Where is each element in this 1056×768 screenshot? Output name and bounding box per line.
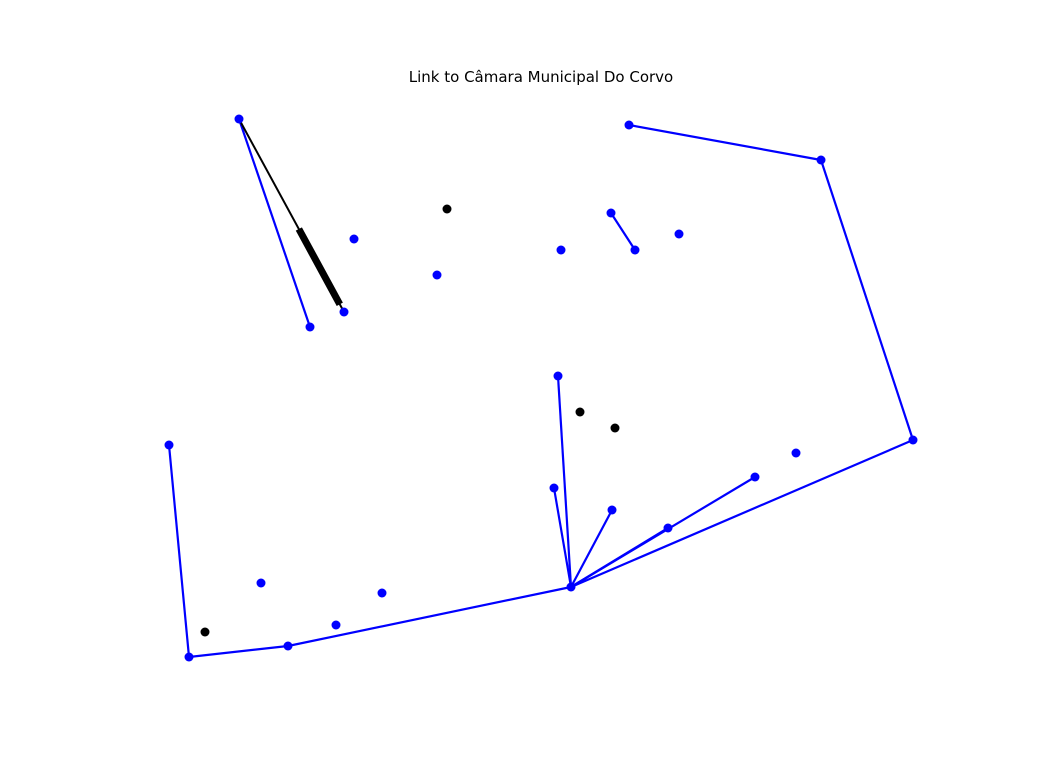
node-n2 — [305, 322, 315, 332]
node-n1 — [234, 114, 244, 124]
node-n8 — [606, 208, 616, 218]
node-n10 — [674, 229, 684, 239]
node-n20 — [553, 371, 563, 381]
node-n16 — [663, 523, 673, 533]
edge-n1-n2 — [237, 118, 312, 328]
node-n4 — [349, 234, 359, 244]
edge-n22-n25 — [287, 585, 572, 648]
node-n23 — [377, 588, 387, 598]
node-n17 — [607, 505, 617, 515]
highlight-link-arrow — [295, 227, 343, 306]
node-n29 — [164, 440, 174, 450]
edge-n20-n22 — [556, 375, 573, 588]
node-n18 — [610, 423, 620, 433]
node-n28 — [184, 652, 194, 662]
edge-n16-n22 — [570, 527, 669, 588]
node-n26 — [256, 578, 266, 588]
node-n5 — [442, 204, 452, 214]
edge-n25-n28 — [188, 644, 289, 659]
node-n25 — [283, 641, 293, 651]
node-n13 — [908, 435, 918, 445]
edge-n17-n22 — [570, 509, 613, 588]
node-n7 — [556, 245, 566, 255]
edge-n8-n9 — [610, 212, 636, 251]
node-n14 — [791, 448, 801, 458]
nodes-layer — [164, 114, 918, 662]
edge-n13-n22 — [570, 438, 914, 589]
node-n6 — [432, 270, 442, 280]
edge-n28-n29 — [167, 444, 191, 658]
node-n3 — [339, 307, 349, 317]
node-n19 — [575, 407, 585, 417]
node-n24 — [331, 620, 341, 630]
chart-title: Link to Câmara Municipal Do Corvo — [408, 68, 674, 86]
node-n21 — [549, 483, 559, 493]
node-n27 — [200, 627, 210, 637]
node-n22 — [566, 582, 576, 592]
edge-n12-n13 — [819, 159, 915, 441]
node-n11 — [624, 120, 634, 130]
node-n12 — [816, 155, 826, 165]
node-n15 — [750, 472, 760, 482]
highlight-layer — [238, 118, 345, 313]
edge-n11-n12 — [628, 123, 822, 162]
edges-layer — [167, 118, 915, 659]
edge-n21-n22 — [552, 487, 573, 588]
node-n9 — [630, 245, 640, 255]
